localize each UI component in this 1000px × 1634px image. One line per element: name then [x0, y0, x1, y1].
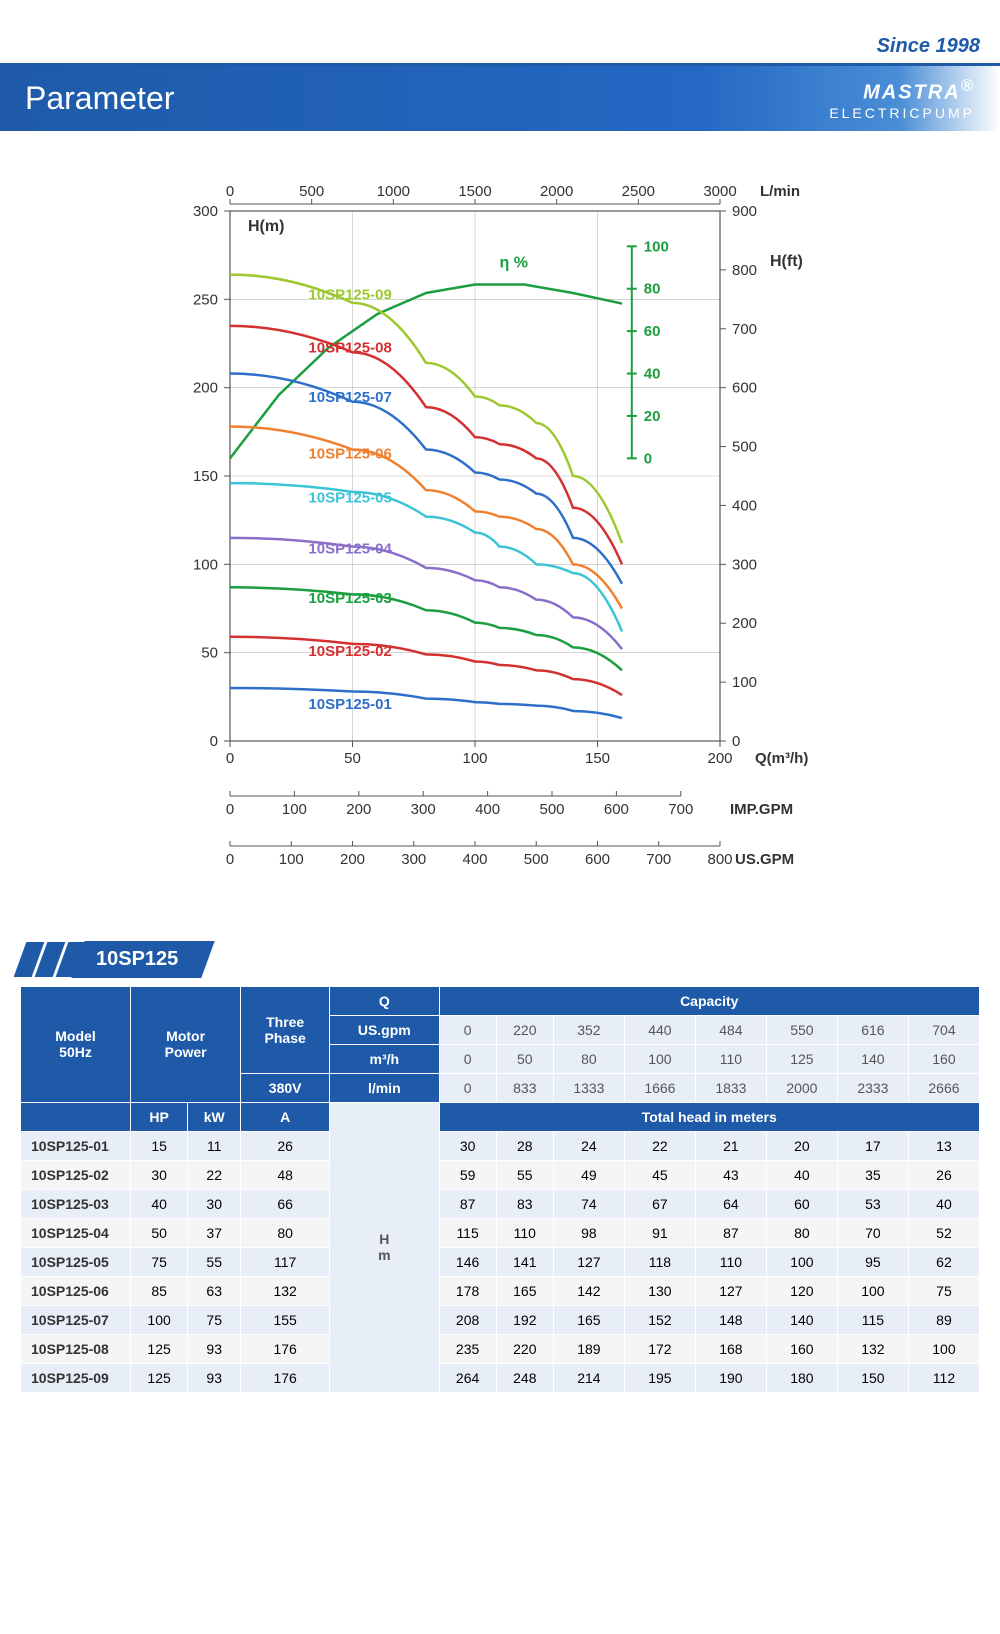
svg-text:L/min: L/min — [760, 183, 800, 200]
svg-text:0: 0 — [226, 750, 234, 767]
svg-text:3000: 3000 — [703, 183, 736, 200]
svg-text:200: 200 — [346, 801, 371, 818]
slash-icon — [20, 942, 80, 977]
svg-text:300: 300 — [732, 556, 757, 573]
svg-text:10SP125-03: 10SP125-03 — [308, 590, 391, 607]
svg-text:600: 600 — [585, 851, 610, 868]
svg-text:80: 80 — [644, 280, 661, 297]
svg-text:10SP125-01: 10SP125-01 — [308, 696, 391, 713]
svg-text:100: 100 — [282, 801, 307, 818]
brand-name: MASTRA® — [829, 76, 975, 105]
svg-text:IMP.GPM: IMP.GPM — [730, 801, 793, 818]
svg-text:200: 200 — [340, 851, 365, 868]
since-text: Since 1998 — [877, 35, 980, 57]
svg-text:50: 50 — [201, 644, 218, 661]
svg-text:500: 500 — [732, 438, 757, 455]
svg-text:500: 500 — [299, 183, 324, 200]
svg-text:60: 60 — [644, 323, 661, 340]
svg-text:10SP125-06: 10SP125-06 — [308, 445, 391, 462]
svg-text:700: 700 — [668, 801, 693, 818]
chart-container: 050010001500200025003000L/min05010015020… — [0, 131, 1000, 941]
svg-text:10SP125-04: 10SP125-04 — [308, 540, 392, 557]
svg-text:1000: 1000 — [377, 183, 410, 200]
brand-sub: ELECTRICPUMP — [829, 105, 975, 121]
svg-text:20: 20 — [644, 408, 661, 425]
svg-text:0: 0 — [226, 183, 234, 200]
svg-text:100: 100 — [279, 851, 304, 868]
svg-text:300: 300 — [193, 203, 218, 220]
brand-block: MASTRA® ELECTRICPUMP — [829, 76, 975, 121]
pump-chart: 050010001500200025003000L/min05010015020… — [120, 171, 880, 911]
svg-text:1500: 1500 — [458, 183, 491, 200]
svg-text:500: 500 — [539, 801, 564, 818]
svg-text:100: 100 — [462, 750, 487, 767]
svg-text:0: 0 — [644, 450, 652, 467]
svg-text:0: 0 — [226, 801, 234, 818]
svg-text:H(ft): H(ft) — [770, 253, 803, 270]
table-title: 10SP125 — [71, 941, 215, 978]
svg-text:40: 40 — [644, 365, 661, 382]
svg-text:10SP125-08: 10SP125-08 — [308, 339, 391, 356]
svg-text:700: 700 — [646, 851, 671, 868]
svg-text:H(m): H(m) — [248, 218, 284, 235]
svg-text:10SP125-05: 10SP125-05 — [308, 489, 391, 506]
svg-text:100: 100 — [193, 556, 218, 573]
svg-text:900: 900 — [732, 203, 757, 220]
svg-text:400: 400 — [475, 801, 500, 818]
svg-text:600: 600 — [732, 379, 757, 396]
svg-text:400: 400 — [462, 851, 487, 868]
svg-text:700: 700 — [732, 320, 757, 337]
svg-text:50: 50 — [344, 750, 361, 767]
svg-text:150: 150 — [193, 468, 218, 485]
svg-text:0: 0 — [226, 851, 234, 868]
svg-text:10SP125-02: 10SP125-02 — [308, 643, 391, 660]
svg-text:200: 200 — [707, 750, 732, 767]
svg-text:200: 200 — [732, 615, 757, 632]
svg-text:100: 100 — [732, 674, 757, 691]
svg-text:η %: η % — [500, 254, 528, 271]
svg-text:US.GPM: US.GPM — [735, 851, 794, 868]
svg-text:400: 400 — [732, 497, 757, 514]
svg-text:100: 100 — [644, 238, 669, 255]
svg-text:200: 200 — [193, 379, 218, 396]
header-band: Parameter MASTRA® ELECTRICPUMP — [0, 66, 1000, 131]
svg-text:300: 300 — [401, 851, 426, 868]
svg-text:10SP125-09: 10SP125-09 — [308, 286, 391, 303]
svg-text:250: 250 — [193, 291, 218, 308]
page-title: Parameter — [25, 80, 174, 117]
svg-text:150: 150 — [585, 750, 610, 767]
svg-text:Q(m³/h): Q(m³/h) — [755, 750, 808, 767]
data-table: Model50HzMotorPowerThreePhaseQCapacityUS… — [20, 986, 980, 1393]
svg-text:600: 600 — [604, 801, 629, 818]
table-section: 10SP125 Model50HzMotorPowerThreePhaseQCa… — [0, 941, 1000, 1433]
table-title-bar: 10SP125 — [20, 941, 980, 978]
svg-text:500: 500 — [524, 851, 549, 868]
svg-text:10SP125-07: 10SP125-07 — [308, 388, 391, 405]
top-bar: Since 1998 — [0, 30, 1000, 66]
svg-text:800: 800 — [707, 851, 732, 868]
svg-text:2000: 2000 — [540, 183, 573, 200]
svg-text:0: 0 — [732, 733, 740, 750]
svg-text:2500: 2500 — [622, 183, 655, 200]
svg-text:800: 800 — [732, 262, 757, 279]
svg-text:300: 300 — [411, 801, 436, 818]
svg-text:0: 0 — [210, 733, 218, 750]
